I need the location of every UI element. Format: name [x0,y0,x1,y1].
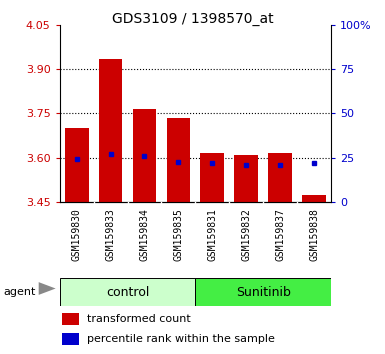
Bar [195,278,331,306]
Bar [234,155,258,202]
Text: GSM159830: GSM159830 [72,208,82,261]
Text: GSM159835: GSM159835 [173,208,183,261]
Text: GSM159833: GSM159833 [105,208,116,261]
Bar [65,128,89,202]
Bar [132,109,156,202]
Text: Sunitinib: Sunitinib [236,286,291,298]
Text: GSM159838: GSM159838 [309,208,319,261]
Bar [62,313,79,325]
Bar [302,195,326,202]
Text: percentile rank within the sample: percentile rank within the sample [87,335,275,344]
Text: control: control [106,286,149,298]
Text: GSM159837: GSM159837 [275,208,285,261]
Text: transformed count: transformed count [87,314,191,324]
Bar [99,59,122,202]
Text: GSM159831: GSM159831 [208,208,218,261]
Polygon shape [38,282,55,295]
Bar [268,153,292,202]
Bar [60,278,195,306]
Text: agent: agent [4,287,36,297]
Bar [201,153,224,202]
Text: GDS3109 / 1398570_at: GDS3109 / 1398570_at [112,12,273,27]
Bar [167,118,190,202]
Text: GSM159834: GSM159834 [139,208,149,261]
Bar [62,333,79,346]
Text: GSM159832: GSM159832 [241,208,251,261]
